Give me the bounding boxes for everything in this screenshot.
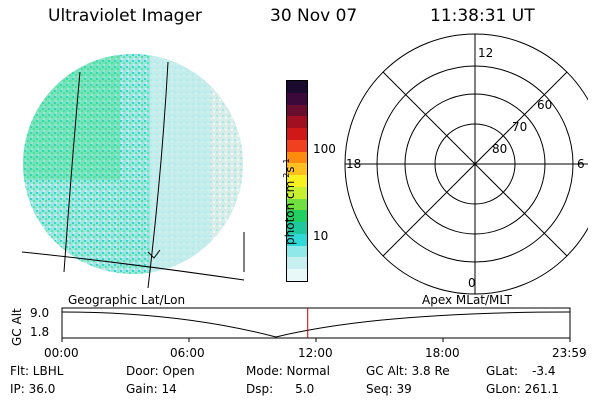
door-status: Door: Open <box>126 364 195 378</box>
date-label: 30 Nov 07 <box>270 6 358 26</box>
timeline-ytick-9: 9.0 <box>30 306 50 320</box>
timeline-frame <box>61 307 571 339</box>
coastline-line-west <box>63 71 81 273</box>
mlat-label-80: 80 <box>492 142 508 156</box>
ip-status: IP: 36.0 <box>10 382 56 396</box>
timeline-xtick-1200: 12:00 <box>298 346 333 360</box>
gc-alt-status: GC Alt: 3.8 Re <box>366 364 450 378</box>
seq-status: Seq: 39 <box>366 382 412 396</box>
timeline-xtick-2359: 23:59 <box>552 346 587 360</box>
glat-status: GLat: -3.4 <box>486 364 556 378</box>
dsp-status: Dsp: 5.0 <box>246 382 315 396</box>
gain-status: Gain: 14 <box>126 382 177 396</box>
colorbar-segment <box>287 210 307 223</box>
timeline-xtick-0000: 00:00 <box>44 346 79 360</box>
colorbar-segment <box>287 104 307 117</box>
colorbar-segment <box>287 81 307 93</box>
colorbar-segment <box>287 151 307 164</box>
colorbar-tick-10: 10 <box>313 229 329 243</box>
colorbar-segment <box>287 257 307 270</box>
mlt-label-0: 0 <box>468 276 476 290</box>
colorbar-segment <box>287 198 307 211</box>
colorbar-segment <box>287 186 307 199</box>
colorbar-segment <box>287 222 307 234</box>
glon-status: GLon: 261.1 <box>486 382 559 396</box>
colorbar-segment <box>287 175 307 187</box>
timeline-ytick-1-8: 1.8 <box>30 325 50 339</box>
colorbar-segment <box>287 245 307 258</box>
colorbar-segment <box>287 139 307 152</box>
colorbar-tick-100: 100 <box>313 142 336 156</box>
mlt-label-6: 6 <box>577 157 585 171</box>
filter-status: Flt: LBHL <box>10 364 64 378</box>
mlat-label-70: 70 <box>512 120 528 134</box>
colorbar-segment <box>287 92 307 105</box>
mlt-label-12: 12 <box>478 46 494 60</box>
polar-axis-diagonal-2 <box>382 71 568 257</box>
colorbar-segment <box>287 269 307 282</box>
mode-status: Mode: Normal <box>246 364 330 378</box>
colorbar-segment <box>287 116 307 129</box>
colorbar-segment <box>287 163 307 176</box>
subsatellite-marker-icon <box>147 249 161 259</box>
timeline-xtick-0600: 06:00 <box>170 346 205 360</box>
latitude-line <box>21 251 245 281</box>
coastline-line-east <box>147 61 169 289</box>
mlat-label-60: 60 <box>537 98 553 112</box>
altitude-curve <box>61 311 571 338</box>
timeline-left-label: Geographic Lat/Lon <box>68 293 186 307</box>
timeline-xtick-1800: 18:00 <box>425 346 460 360</box>
colorbar-segment <box>287 128 307 140</box>
mlt-label-18: 18 <box>346 157 362 171</box>
timeline-right-label: Apex MLat/MLT <box>422 293 512 307</box>
time-label: 11:38:31 UT <box>430 6 535 26</box>
colorbar <box>286 80 308 282</box>
colorbar-segment <box>287 233 307 246</box>
instrument-title: Ultraviolet Imager <box>48 6 202 26</box>
